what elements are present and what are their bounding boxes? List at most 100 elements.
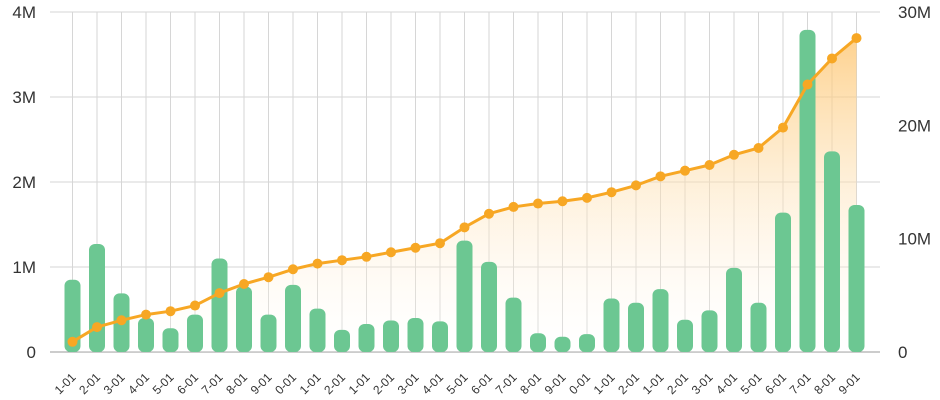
bar (603, 298, 620, 352)
bar (285, 284, 301, 352)
y-left-tick-label: 3M (12, 88, 36, 107)
bar (89, 244, 105, 352)
cumulative-points (67, 33, 862, 347)
x-tick-label: 6-01 (174, 370, 201, 397)
line-point (508, 201, 519, 212)
x-tick-label: 1-01 (297, 370, 324, 397)
bar-series (64, 29, 865, 352)
line-point (851, 33, 862, 44)
bar (579, 334, 595, 352)
line-point (214, 288, 225, 299)
x-tick-label: 2-01 (664, 370, 691, 397)
bar (162, 328, 179, 352)
line-point (141, 309, 151, 320)
bar (726, 267, 742, 352)
bar (481, 261, 497, 352)
bar (260, 314, 277, 352)
y-left-tick-label: 2M (12, 173, 36, 192)
bar (236, 286, 252, 352)
x-tick-label: 4-01 (419, 370, 446, 397)
line-point (827, 53, 837, 64)
x-tick-label: 8-01 (223, 370, 250, 397)
line-point (116, 315, 127, 326)
y-left-tick-label: 4M (12, 3, 36, 22)
bar (358, 323, 375, 352)
line-point (435, 238, 445, 249)
line-point (557, 196, 568, 207)
bar (554, 336, 571, 352)
x-tick-label: 5-01 (444, 370, 471, 397)
line-point (165, 306, 176, 317)
y-right-tick-label: 10M (898, 230, 931, 249)
line-point (263, 272, 274, 283)
bar (456, 240, 473, 352)
bar (383, 320, 399, 352)
x-tick-label: 6-01 (468, 370, 495, 397)
x-tick-label: 3-01 (689, 370, 716, 397)
x-tick-label: 2-01 (76, 370, 103, 397)
area-fill (72, 38, 857, 353)
x-tick-label: 9-01 (248, 370, 275, 397)
x-tick-label: 7-01 (199, 370, 226, 397)
line-point (410, 242, 421, 253)
x-tick-label: 8-01 (811, 370, 838, 397)
line-point (802, 79, 813, 90)
bar (334, 329, 350, 352)
line-point (337, 255, 347, 266)
line-point (582, 192, 592, 203)
x-tick-label: 4-01 (125, 370, 152, 397)
x-tick-label: 1-01 (346, 370, 373, 397)
x-tick-label: 7-01 (493, 370, 520, 397)
y-right-tick-label: 30M (898, 3, 931, 22)
x-tick-label: 1-01 (640, 370, 667, 397)
bar (824, 151, 840, 352)
x-tick-label: 3-01 (101, 370, 128, 397)
x-tick-label: 2-01 (321, 370, 348, 397)
x-tick-label: 4-01 (713, 370, 740, 397)
bar (750, 302, 767, 352)
x-tick-label: 9-01 (542, 370, 569, 397)
x-axis: 1-012-013-014-015-016-017-018-019-010-01… (52, 370, 863, 397)
y-axis-left: 0 1M 2M 3M 4M (12, 3, 36, 362)
x-tick-label: 0-01 (272, 370, 299, 397)
bar (138, 318, 154, 352)
x-tick-label: 8-01 (517, 370, 544, 397)
bar (64, 279, 81, 352)
line-point (631, 180, 641, 191)
line-point (92, 322, 102, 333)
line-point (386, 247, 396, 258)
line-point (680, 165, 690, 176)
x-tick-label: 5-01 (150, 370, 177, 397)
line-point (239, 279, 249, 289)
x-tick-label: 2-01 (370, 370, 397, 397)
y-right-tick-label: 20M (898, 116, 931, 135)
line-point (753, 143, 764, 153)
y-axis-right: 0 10M 20M 30M (898, 3, 931, 362)
line-point (606, 187, 617, 198)
line-point (190, 300, 200, 311)
line-point (655, 171, 666, 182)
x-tick-label: 6-01 (762, 370, 789, 397)
bar (505, 297, 522, 352)
bar (775, 212, 791, 352)
line-point (729, 149, 739, 160)
x-tick-label: 5-01 (738, 370, 765, 397)
line-point (778, 122, 788, 133)
bar (432, 321, 448, 352)
line-point (67, 336, 78, 347)
bar (701, 310, 718, 352)
line-point (704, 160, 715, 170)
x-tick-label: 3-01 (395, 370, 422, 397)
y-left-tick-label: 0 (27, 343, 36, 362)
line-point (533, 198, 543, 209)
bar (628, 302, 644, 352)
line-point (484, 208, 494, 219)
x-tick-label: 0-01 (566, 370, 593, 397)
bar (187, 314, 203, 352)
y-left-tick-label: 1M (12, 258, 36, 277)
bar (799, 29, 816, 352)
x-tick-label: 7-01 (787, 370, 814, 397)
bar (211, 258, 228, 352)
